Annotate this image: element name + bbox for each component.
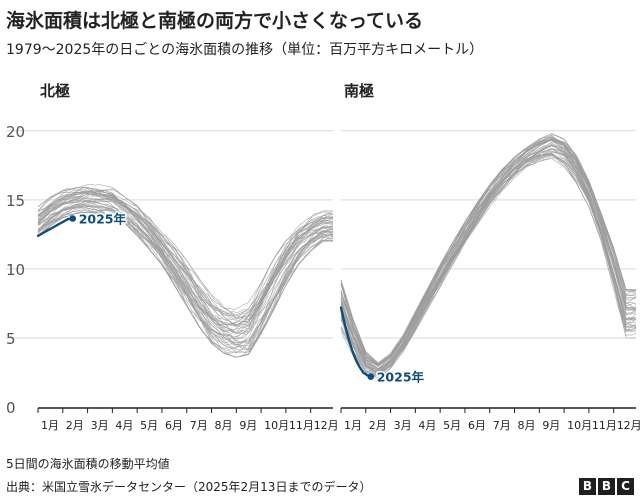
history-year-line xyxy=(37,208,334,358)
history-year-line xyxy=(340,133,637,364)
y-tick-label: 20 xyxy=(6,123,25,141)
history-year-line xyxy=(340,135,637,366)
x-tick-label: 3月 xyxy=(91,419,109,432)
history-lines xyxy=(37,184,334,358)
history-year-line xyxy=(340,144,637,370)
x-tick-label: 7月 xyxy=(493,419,511,432)
history-year-line xyxy=(37,188,334,326)
panel-title: 北極 xyxy=(40,82,70,100)
history-year-line xyxy=(340,139,637,370)
page-title: 海氷面積は北極と南極の両方で小さくなっている xyxy=(6,10,424,32)
x-tick-label: 5月 xyxy=(443,419,461,432)
history-year-line xyxy=(340,136,637,369)
series-end-point xyxy=(367,373,375,380)
series-label: 2025年 xyxy=(377,370,425,385)
history-year-line xyxy=(340,158,637,379)
history-year-line xyxy=(340,150,637,377)
history-year-line xyxy=(340,137,637,366)
history-year-line xyxy=(37,191,334,326)
x-tick-label: 7月 xyxy=(190,419,208,432)
history-year-line xyxy=(340,133,636,367)
history-year-line xyxy=(340,144,637,371)
history-year-line xyxy=(340,145,637,375)
history-year-line xyxy=(340,148,637,375)
history-year-line xyxy=(340,136,637,365)
x-tick-label: 6月 xyxy=(165,419,183,432)
bbc-logo: B B C xyxy=(579,478,634,495)
x-tick-label: 8月 xyxy=(518,419,536,432)
panel-title: 南極 xyxy=(344,82,374,100)
y-tick-label: 5 xyxy=(6,330,16,348)
x-tick-label: 12月 xyxy=(314,419,339,432)
x-tick-label: 6月 xyxy=(468,419,486,432)
history-year-line xyxy=(340,137,637,365)
history-year-line xyxy=(340,139,637,367)
x-tick-label: 9月 xyxy=(239,419,257,432)
history-year-line xyxy=(340,139,637,366)
history-year-line xyxy=(340,142,637,372)
x-tick-label: 8月 xyxy=(215,419,233,432)
x-tick-label: 5月 xyxy=(140,419,158,432)
history-year-line xyxy=(340,148,637,374)
x-tick-label: 1月 xyxy=(344,419,362,432)
x-tick-label: 11月 xyxy=(592,419,617,432)
series-end-point xyxy=(69,215,77,222)
bbc-logo-letter: C xyxy=(617,478,634,495)
history-year-line xyxy=(340,148,637,370)
history-year-line xyxy=(37,194,334,331)
x-tick-label: 3月 xyxy=(394,419,412,432)
x-tick-label: 2月 xyxy=(66,419,84,432)
series-line-2025 xyxy=(339,306,372,378)
history-year-line xyxy=(340,143,637,371)
history-year-line xyxy=(340,141,636,371)
history-year-line xyxy=(37,199,334,334)
chart-note: 5日間の海氷面積の移動平均値 xyxy=(6,457,170,471)
x-tick-label: 1月 xyxy=(41,419,59,432)
history-year-line xyxy=(340,134,637,365)
x-tick-label: 4月 xyxy=(115,419,133,432)
series-line-2025 xyxy=(36,217,74,237)
x-tick-label: 11月 xyxy=(289,419,314,432)
history-year-line xyxy=(340,138,637,366)
x-tick-label: 2月 xyxy=(369,419,387,432)
history-year-line xyxy=(37,206,334,349)
chart-source: 出典：米国立雪氷データセンター（2025年2月13日までのデータ） xyxy=(6,480,372,494)
y-tick-label: 15 xyxy=(6,192,25,210)
page-subtitle: 1979〜2025年の日ごとの海氷面積の推移（単位：百万平方キロメートル） xyxy=(6,42,484,58)
history-year-line xyxy=(340,139,637,367)
history-year-line xyxy=(340,139,637,364)
series-label: 2025年 xyxy=(79,212,127,227)
chart-panel: 北極 0 5 10 15 20 1月 2月 3月 4月 5月 6月 7月 8月 9月 10月 11月 12月 202… xyxy=(6,82,339,432)
history-year-line xyxy=(37,206,333,351)
bbc-logo-letter: B xyxy=(598,478,615,495)
history-year-line xyxy=(340,138,637,366)
x-tick-label: 4月 xyxy=(418,419,436,432)
bbc-logo-letter: B xyxy=(579,478,596,495)
history-lines xyxy=(340,133,637,379)
history-year-line xyxy=(340,151,637,375)
x-tick-label: 10月 xyxy=(264,419,289,432)
y-tick-label: 10 xyxy=(6,261,25,279)
history-year-line xyxy=(340,139,637,366)
history-year-line xyxy=(37,186,334,318)
history-year-line xyxy=(340,138,637,370)
history-year-line xyxy=(340,138,637,366)
x-tick-label: 9月 xyxy=(542,419,560,432)
chart-panel: 南極 1月 2月 3月 4月 5月 6月 7月 8月 9月 10月 11月 12月 2025年 xyxy=(339,82,640,432)
history-year-line xyxy=(340,148,637,373)
history-year-line xyxy=(340,153,637,377)
history-year-line xyxy=(340,151,637,375)
x-tick-label: 12月 xyxy=(617,419,640,432)
history-year-line xyxy=(340,138,637,367)
history-year-line xyxy=(340,139,637,366)
y-tick-label: 0 xyxy=(6,399,16,417)
x-tick-label: 10月 xyxy=(567,419,592,432)
